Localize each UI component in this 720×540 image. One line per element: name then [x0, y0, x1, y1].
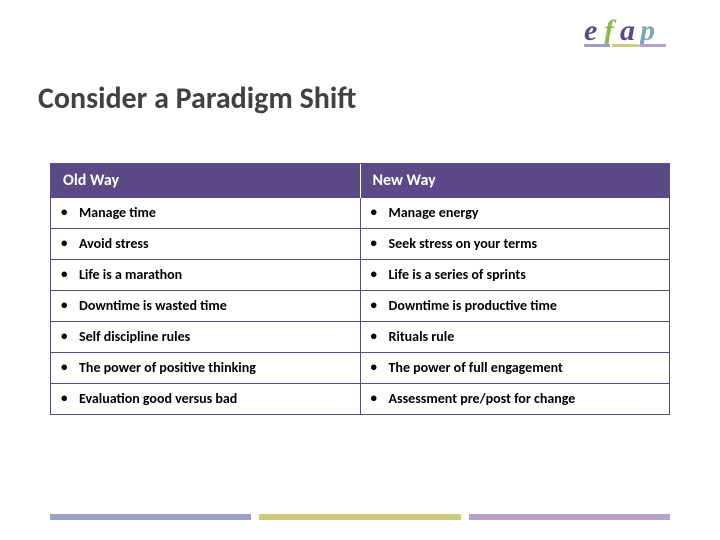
cell-text: Downtime is wasted time [79, 297, 227, 315]
bullet-icon: • [371, 359, 389, 377]
cell-text: Manage energy [389, 204, 479, 222]
efap-logo-icon: e f a p [582, 14, 692, 54]
svg-text:f: f [604, 14, 617, 47]
cell-text: Avoid stress [79, 235, 149, 253]
cell-text: Downtime is productive time [389, 297, 557, 315]
cell-text: Evaluation good versus bad [79, 390, 237, 408]
old-way-cell: •Avoid stress [51, 229, 360, 260]
old-way-cell: •The power of positive thinking [51, 353, 360, 384]
bullet-icon: • [371, 235, 389, 253]
table-header-row: Old Way New Way [51, 164, 669, 198]
col-new-way: New Way [360, 164, 669, 198]
new-way-cell: •Seek stress on your terms [360, 229, 669, 260]
cell-text: Life is a series of sprints [389, 266, 526, 284]
svg-text:a: a [620, 14, 635, 47]
comparison-table: Old Way New Way •Manage time•Manage ener… [50, 163, 670, 415]
old-way-cell: •Downtime is wasted time [51, 291, 360, 322]
cell-text: Self discipline rules [79, 328, 190, 346]
footer-accent-bars [50, 514, 670, 520]
footer-bar-3 [469, 514, 670, 520]
table-row: •Life is a marathon•Life is a series of … [51, 260, 669, 291]
logo: e f a p [582, 14, 692, 59]
svg-text:e: e [584, 14, 597, 47]
table-row: •Self discipline rules•Rituals rule [51, 322, 669, 353]
cell-text: Manage time [79, 204, 156, 222]
cell-text: The power of positive thinking [79, 359, 256, 377]
table-row: •Downtime is wasted time•Downtime is pro… [51, 291, 669, 322]
bullet-icon: • [61, 390, 79, 408]
bullet-icon: • [61, 266, 79, 284]
new-way-cell: •Assessment pre/post for change [360, 384, 669, 415]
new-way-cell: •Life is a series of sprints [360, 260, 669, 291]
new-way-cell: •The power of full engagement [360, 353, 669, 384]
cell-text: Seek stress on your terms [389, 235, 538, 253]
table-row: •Evaluation good versus bad•Assessment p… [51, 384, 669, 415]
cell-text: Assessment pre/post for change [389, 390, 576, 408]
old-way-cell: •Evaluation good versus bad [51, 384, 360, 415]
bullet-icon: • [61, 328, 79, 346]
slide-title: Consider a Paradigm Shift [38, 80, 356, 117]
bullet-icon: • [371, 266, 389, 284]
cell-text: Life is a marathon [79, 266, 182, 284]
bullet-icon: • [61, 359, 79, 377]
bullet-icon: • [61, 235, 79, 253]
bullet-icon: • [371, 390, 389, 408]
old-way-cell: •Manage time [51, 198, 360, 229]
new-way-cell: •Manage energy [360, 198, 669, 229]
bullet-icon: • [61, 297, 79, 315]
bullet-icon: • [61, 204, 79, 222]
old-way-cell: •Life is a marathon [51, 260, 360, 291]
cell-text: Rituals rule [389, 328, 455, 346]
cell-text: The power of full engagement [389, 359, 563, 377]
new-way-cell: •Rituals rule [360, 322, 669, 353]
bullet-icon: • [371, 328, 389, 346]
bullet-icon: • [371, 204, 389, 222]
svg-text:p: p [637, 14, 655, 47]
bullet-icon: • [371, 297, 389, 315]
old-way-cell: •Self discipline rules [51, 322, 360, 353]
table-row: •Avoid stress•Seek stress on your terms [51, 229, 669, 260]
new-way-cell: •Downtime is productive time [360, 291, 669, 322]
table-row: •Manage time•Manage energy [51, 198, 669, 229]
footer-bar-2 [259, 514, 460, 520]
col-old-way: Old Way [51, 164, 360, 198]
slide: e f a p Consider a Paradigm Shift Old Wa… [0, 0, 720, 540]
table-row: •The power of positive thinking•The powe… [51, 353, 669, 384]
footer-bar-1 [50, 514, 251, 520]
